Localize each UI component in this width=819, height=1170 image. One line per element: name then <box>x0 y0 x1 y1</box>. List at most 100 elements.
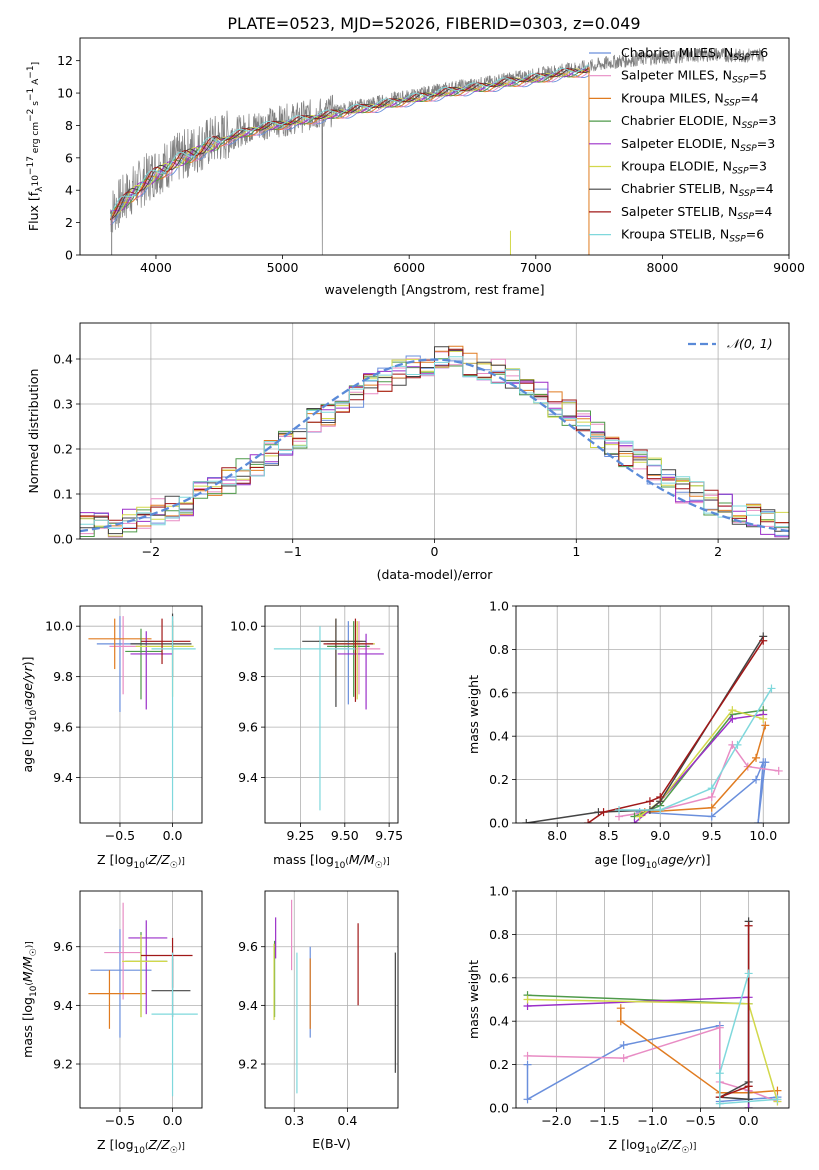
age-vs-Z-axes: −0.5 0.0 9.4 9.6 9.8 10.0 <box>45 606 202 843</box>
y-tick-label: 0.0 <box>489 816 509 831</box>
model-line-kroupa-stelib <box>109 64 590 217</box>
x-tick-label: 9.5 <box>702 828 722 843</box>
errorbar-chabrier-stelib <box>151 958 191 1018</box>
errorbar-chabrier-stelib <box>130 613 192 677</box>
errorbar-kroupa-elodie <box>122 934 168 1018</box>
weight-marker <box>715 1023 724 1032</box>
weight-marker <box>715 1099 724 1108</box>
x-tick-label: 9000 <box>773 260 805 275</box>
histogram-kroupa-stelib <box>80 356 789 539</box>
y-tick-label: 0.0 <box>53 532 73 547</box>
weight-series-salpeter-stelib <box>584 636 768 823</box>
legend-label: Kroupa STELIB, NSSP=6 <box>621 227 764 245</box>
legend-label: Chabrier STELIB, NSSP=4 <box>621 181 774 199</box>
y-tick-label: 9.4 <box>238 998 258 1013</box>
y-tick-label: 12 <box>57 53 73 68</box>
weight-marker <box>752 753 761 762</box>
x-tick-label: 8000 <box>646 260 678 275</box>
normal-legend-label: 𝒩(0, 1) <box>727 336 773 351</box>
errorbar-chabrier-elodie <box>125 628 163 700</box>
y-tick-label: 0.4 <box>489 729 509 744</box>
svg-text:E(B-V): E(B-V) <box>312 1136 351 1151</box>
weight-marker <box>767 684 776 693</box>
legend-label: Salpeter MILES, NSSP=5 <box>621 68 767 86</box>
x-tick-label: −0.5 <box>105 1113 135 1128</box>
mass-vs-ebv-xlabel: E(B-V) <box>312 1136 351 1151</box>
weight-marker <box>656 792 665 801</box>
weight-marker <box>759 714 768 723</box>
y-tick-label: 1.0 <box>489 884 509 899</box>
legend-label: Chabrier MILES, NSSP=6 <box>621 45 768 63</box>
x-tick-label: 0 <box>431 544 439 559</box>
y-tick-label: 9.4 <box>53 998 73 1013</box>
mass-vs-Z-axes: −0.5 0.0 9.2 9.4 9.6 <box>53 891 202 1128</box>
spectrum-legend: Chabrier MILES, NSSP=6 Salpeter MILES, NS… <box>589 45 776 245</box>
y-tick-label: 0.4 <box>489 1014 509 1029</box>
age-vs-Z-xlabel: Z [log10(Z/Z☉)] <box>97 852 185 871</box>
errorbar-kroupa-stelib <box>273 626 356 811</box>
legend-label: Chabrier ELODIE, NSSP=3 <box>621 113 776 131</box>
x-tick-label: 7000 <box>520 260 552 275</box>
weight-marker <box>707 784 716 793</box>
x-tick-label: 9.75 <box>375 828 403 843</box>
weight-marker <box>707 803 716 812</box>
errorbar-chabrier-miles <box>327 621 367 705</box>
errorbar-chabrier-miles <box>90 929 152 1038</box>
weight-marker <box>523 1095 532 1104</box>
errorbar-kroupa-stelib <box>151 616 196 811</box>
age-vs-mass-xlabel: mass [log10(M/M☉)] <box>273 852 390 871</box>
residuals-xlabel: (data-model)/error <box>377 567 494 582</box>
errorbar-salpeter-stelib <box>141 618 191 665</box>
errorbar-chabrier-stelib <box>302 618 367 707</box>
y-tick-label: 0.2 <box>53 442 73 457</box>
mass-weight-vs-Z-xlabel: Z [log10(Z/Z☉)] <box>609 1137 697 1156</box>
age-vs-mass-frame <box>264 605 399 824</box>
y-tick-label: 9.8 <box>53 669 73 684</box>
errorbar-salpeter-stelib <box>323 618 374 702</box>
svg-text:Flux [fλ10−17 erg cm−2 s−1 A−1: Flux [fλ10−17 erg cm−2 s−1 A−1] <box>26 62 45 231</box>
x-tick-label: 9.25 <box>287 828 315 843</box>
svg-text:Z [log10(Z/Z☉)]: Z [log10(Z/Z☉)] <box>609 1137 697 1156</box>
errorbar-kroupa-elodie <box>330 621 375 700</box>
mass-vs-Z-xlabel: Z [log10(Z/Z☉)] <box>97 1137 185 1156</box>
weight-marker <box>619 1041 628 1050</box>
weight-series-kroupa-stelib <box>615 684 776 814</box>
svg-text:age [log10(age/yr)]: age [log10(age/yr)] <box>20 657 39 773</box>
figure-title: PLATE=0523, MJD=52026, FIBERID=0303, z=0… <box>227 14 640 33</box>
x-tick-label: −0.5 <box>685 1113 715 1128</box>
x-tick-label: −1 <box>283 544 301 559</box>
y-tick-label: 6 <box>65 150 73 165</box>
y-tick-label: 8 <box>65 118 73 133</box>
spectrum-xlabel: wavelength [Angstrom, rest frame] <box>324 282 544 297</box>
y-tick-label: 9.4 <box>238 770 258 785</box>
mass-weight-vs-age-xlabel: age [log10(age/yr)] <box>595 852 711 871</box>
x-tick-label: −0.5 <box>105 828 135 843</box>
weight-marker <box>656 805 665 814</box>
weight-series-chabrier-elodie <box>523 991 753 1108</box>
mass-vs-ebv-frame <box>264 890 399 1109</box>
x-tick-label: −1.0 <box>637 1113 667 1128</box>
residuals-ylabel: Normed distribution <box>26 369 41 494</box>
weight-marker <box>523 1051 532 1060</box>
weight-marker <box>523 995 532 1004</box>
y-tick-label: 0.8 <box>489 642 509 657</box>
mass-vs-Z-ylabel: mass [log10(M/M☉)] <box>20 941 39 1058</box>
legend-label: Salpeter ELODIE, NSSP=3 <box>621 136 775 154</box>
weight-marker <box>761 721 770 730</box>
y-tick-label: 9.6 <box>238 939 258 954</box>
weight-marker <box>584 819 593 823</box>
weight-series-chabrier-miles <box>635 758 770 823</box>
weight-marker <box>635 812 644 821</box>
errorbar-salpeter-elodie <box>337 633 384 710</box>
svg-text:age [log10(age/yr)]: age [log10(age/yr)] <box>595 852 711 871</box>
y-tick-label: 0.2 <box>489 1057 509 1072</box>
weight-marker <box>616 1017 625 1026</box>
svg-text:mass [log10(M/M☉)]: mass [log10(M/M☉)] <box>20 941 39 1058</box>
errorbar-salpeter-miles <box>335 621 381 695</box>
weight-marker <box>523 1060 532 1069</box>
y-tick-label: 4 <box>65 183 73 198</box>
x-tick-label: 8.0 <box>547 828 567 843</box>
y-tick-label: 9.6 <box>53 939 73 954</box>
spectrum-ylabel: Flux [fλ10−17 erg cm−2 s−1 A−1] <box>26 62 45 231</box>
age-vs-Z-ylabel: age [log10(age/yr)] <box>20 657 39 773</box>
